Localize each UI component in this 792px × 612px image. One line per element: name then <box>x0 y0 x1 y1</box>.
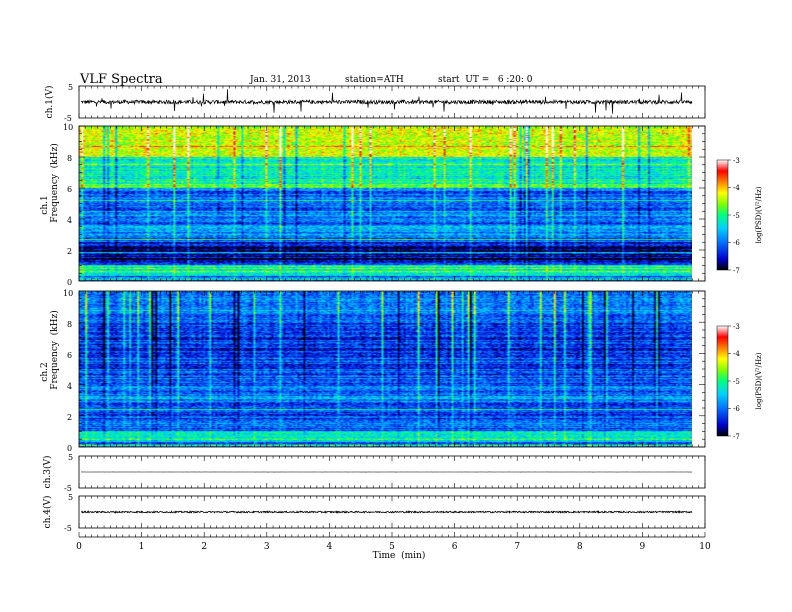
x-tick-label: 7 <box>514 542 520 552</box>
spectrogram-ch1-panel: 10 8 6 4 2 0 ch.1 Frequency (kHz) <box>40 123 706 287</box>
x-tick-label: 10 <box>699 542 711 552</box>
spec1-ylabel-frequency: Frequency (kHz) <box>49 143 60 222</box>
ch1-ytick-bottom: -5 <box>64 114 72 123</box>
colorbar-ch1-label: log(PSD)(V²/Hz) <box>755 186 763 243</box>
x-tick-label: 5 <box>389 542 395 552</box>
colorbar-ch2-tick-m5: -5 <box>733 378 740 386</box>
colorbar-ch2-tick-m4: -4 <box>733 350 740 358</box>
x-tick-label: 0 <box>76 542 82 552</box>
colorbar-ch1-tick-m7: -7 <box>733 267 740 275</box>
x-tick-label: 4 <box>327 542 333 552</box>
spectrogram-ch2-panel: 10 8 6 4 2 0 ch.2 Frequency (kHz) <box>40 289 706 453</box>
colorbar-ch2-tick-m7: -7 <box>733 433 740 441</box>
spec1-ylabel-channel: ch.1 <box>40 195 50 214</box>
spec1-ytick-10: 10 <box>63 123 73 132</box>
colorbar-ch2-tick-m6: -6 <box>733 405 740 413</box>
ch3-ytick-bottom: -5 <box>64 484 72 493</box>
ch4-waveform-trace <box>81 509 693 514</box>
ch1-waveform-trace <box>80 89 693 114</box>
spec2-ytick-6: 6 <box>67 351 72 360</box>
colorbar-ch1-tick-m5: -5 <box>733 212 740 220</box>
spectrogram-ch1-image <box>79 126 692 281</box>
colorbar-ch1-gradient <box>716 159 729 271</box>
spec2-ytick-10: 10 <box>63 289 73 298</box>
spec2-ylabel-frequency: Frequency (kHz) <box>49 310 60 389</box>
colorbar-ch2-tick-m3: -3 <box>733 323 740 331</box>
header-station: station=ATH <box>345 75 404 85</box>
spec1-ytick-8: 8 <box>67 154 72 163</box>
spec1-ytick-4: 4 <box>67 216 72 225</box>
ch3-waveform-panel: 5 -5 ch.3(V) <box>42 453 706 493</box>
header-date: Jan. 31, 2013 <box>249 75 311 85</box>
x-tick-label: 9 <box>640 542 646 552</box>
colorbar-ch1-tick-m4: -4 <box>733 184 740 192</box>
ch1-xticks <box>78 86 706 118</box>
x-axis-tick-labels: 0 1 2 3 4 5 6 7 8 9 10 <box>76 542 711 552</box>
colorbar-ch2-ticks <box>728 325 731 437</box>
colorbar-ch1-tick-m3: -3 <box>733 157 740 165</box>
ch4-ytick-bottom: -5 <box>64 524 72 533</box>
ch1-ylabel: ch.1(V) <box>44 86 55 119</box>
spec2-ytick-8: 8 <box>67 320 72 329</box>
colorbar-ch1-ticks <box>728 159 731 271</box>
spec2-ytick-0: 0 <box>67 444 72 453</box>
ch4-xticks <box>78 496 706 528</box>
x-tick-label: 3 <box>264 542 270 552</box>
x-axis: 0 1 2 3 4 5 6 7 8 9 10 Time (min) <box>76 532 711 561</box>
header-start: start UT = 6 :20: 0 <box>438 75 533 85</box>
ch3-xticks <box>78 456 706 488</box>
ch4-ytick-top: 5 <box>68 493 73 502</box>
spec1-ytick-2: 2 <box>67 247 72 256</box>
colorbar-ch1-tick-m6: -6 <box>733 239 740 247</box>
figure-title: VLF Spectra <box>79 72 163 87</box>
ch3-ytick-top: 5 <box>68 453 73 462</box>
x-axis-ticks <box>78 532 706 537</box>
ch1-waveform-panel: 5 -5 ch.1(V) <box>44 83 706 123</box>
colorbar-ch2-label: log(PSD)(V²/Hz) <box>755 352 763 409</box>
ch4-waveform-panel: 5 -5 ch.4(V) <box>42 493 706 533</box>
ch4-ylabel: ch.4(V) <box>42 496 53 529</box>
ch1-ytick-top: 5 <box>68 83 73 92</box>
spec2-ytick-2: 2 <box>67 413 72 422</box>
colorbar-ch2-gradient <box>716 325 729 437</box>
colorbar-ch1: -3 -4 -5 -6 -7 log(PSD)(V²/Hz) <box>716 157 763 275</box>
spec2-ytick-4: 4 <box>67 382 72 391</box>
x-tick-label: 2 <box>201 542 207 552</box>
x-tick-label: 6 <box>452 542 458 552</box>
spec2-ylabel-channel: ch.2 <box>40 362 50 381</box>
spec2-ticks <box>78 290 706 448</box>
spectrogram-ch2-image <box>79 291 692 447</box>
colorbar-ch2: -3 -4 -5 -6 -7 log(PSD)(V²/Hz) <box>716 323 763 441</box>
spec1-ytick-0: 0 <box>67 278 72 287</box>
x-axis-label: Time (min) <box>373 550 426 561</box>
spec1-ytick-6: 6 <box>67 185 72 194</box>
x-tick-label: 1 <box>139 542 145 552</box>
spec1-ticks <box>78 125 706 282</box>
x-tick-label: 8 <box>577 542 583 552</box>
ch3-ylabel: ch.3(V) <box>42 456 53 489</box>
